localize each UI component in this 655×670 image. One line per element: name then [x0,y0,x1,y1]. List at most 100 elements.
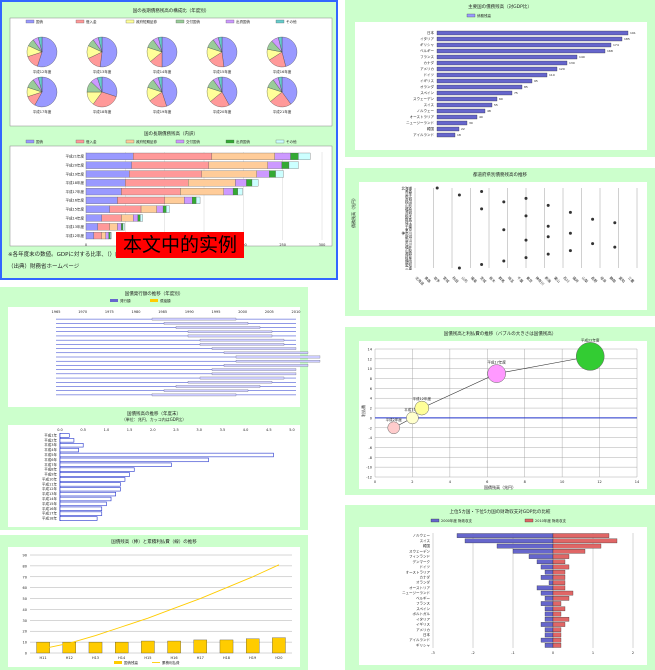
bubble-point [488,365,506,383]
diverging-category: スウェーデン [409,548,430,553]
diverging-bar-b [553,565,569,569]
ranked-bar [437,121,467,125]
diverging-tick: 0 [552,651,554,655]
ranked-bar [437,133,455,137]
stacked-segment [109,232,111,239]
horizontal-tick: 3.0 [196,428,202,432]
diverging-tick: 1 [592,651,594,655]
horizontal-tick: 0.0 [57,428,63,432]
horizontal-bar [60,487,120,491]
horizontal-bar [60,473,130,477]
scatter-point [613,221,616,224]
ranked-category: ドイツ [424,73,435,77]
stacked-tick: 0 [85,243,87,247]
ranked-value: 30 [469,121,473,125]
linebar-bar [168,641,181,653]
stacked-segment [184,197,192,204]
stacked-segment [268,162,282,169]
diverging-legend-swatch-a [431,519,439,522]
diverging-bar-b [553,633,561,637]
bubble-ytick: 12 [368,357,372,361]
scatter-point [525,197,528,200]
ranked-value: 191 [630,31,636,35]
horizontal-category: 平成3年 [44,442,57,447]
ranked-value: 18 [457,133,461,137]
ranked-value: 60 [499,97,503,101]
horizontal-tick: 1.0 [104,428,110,432]
stacked-segment [86,223,98,230]
bubble-ylabel: 利払費 [360,405,366,417]
linebar-ytick: 30 [23,619,27,623]
horizontal-category: 平成18年 [42,516,57,521]
ranked-bar [437,103,492,107]
diverging-legend-a: 2000年度 財政収支 [441,518,473,523]
horizontal-category: 平成16年 [42,506,57,511]
linebar-category: H20 [275,656,282,660]
diverging-bar-b [553,617,569,621]
horizontal-category: 平成5年 [44,452,57,457]
stacked-legend-swatch [126,140,134,143]
bubble-xtick: 2 [411,480,413,484]
bubble-label: 平成12年度 [413,396,432,401]
ranked-bar [437,61,567,65]
diverging-category: ドイツ [420,565,431,569]
stacked-legend-swatch [26,140,34,143]
ranked-value: 130 [569,61,575,65]
line-bar-combo-chart: 国債残高（棒）と累積利払費（線）の推移0102030405060708090H1… [0,535,308,670]
stacked-segment [165,197,185,204]
bubble-ytick: 8 [370,377,372,381]
stacked-segment [117,223,121,230]
horizontal-category: 平成4年 [44,447,57,452]
scatter-point [613,246,616,249]
bubble-chart: 国債残高と利払費の推移（バブルの大きさは国債残高）02468101214-12-… [345,327,655,495]
bubble-xtick: 8 [524,480,526,484]
stacked-segment [121,223,123,230]
stacked-segment [202,171,257,178]
linebar-bar [272,638,285,653]
stacked-segment [110,206,141,213]
scatter-point [502,228,505,231]
horizontal-category: 平成8年 [44,467,57,472]
horizontal-category: 平成13年 [42,491,57,496]
horizontal-tick: 2.5 [173,428,179,432]
bubble-title: 国債残高と利払費の推移（バブルの大きさは国債残高） [444,330,557,337]
linebar-bar [115,642,128,653]
diverging-bar-a [545,612,553,616]
diverging-category: 韓国 [423,543,431,548]
diverging-bar-b [553,622,565,626]
ranked-value: 40 [479,115,483,119]
diverging-tick: -3 [431,651,435,655]
stacked-segment [117,197,164,204]
ranked-bar [437,37,622,41]
horizontal-category: 平成12年 [42,486,57,491]
stacked-category: 平成13年度 [66,224,85,229]
stacked-segment [166,206,169,213]
stacked-segment [140,215,142,222]
bubble-ytick: -10 [366,466,372,470]
diverging-bar-a [545,633,553,637]
scatter-point [502,260,505,263]
linebar-bar [194,640,207,653]
diverging-category: フィンランド [409,554,430,559]
bubble-xtick: 0 [374,480,376,484]
stacked-segment [180,188,223,195]
ranked-value: 95 [534,79,538,83]
bubble-ytick: -8 [369,456,373,460]
scatter-point [525,214,528,217]
ranked-value: 110 [549,73,555,77]
horizontal-bar [60,463,171,467]
ranked-value: 22 [461,127,465,131]
bubble-point [388,422,400,434]
diverging-bar-a [537,560,553,564]
stacked-category: 平成15年度 [66,207,85,212]
horizontal-year-bars: 国債残高の推移（年度末）（単位：兆円、カッコ内はGDP比）0.00.51.01.… [0,287,308,530]
linebar-bar [141,641,154,653]
diverging-bar-b [553,581,565,585]
diverging-bar-a [545,596,553,600]
bubble-label: 平成17年度 [487,360,506,365]
scatter-point [591,218,594,221]
ranked-category: アメリカ [420,66,434,71]
stacked-segment [282,162,289,169]
linebar-category: H11 [40,656,47,660]
stacked-category: 平成14年度 [66,215,85,220]
